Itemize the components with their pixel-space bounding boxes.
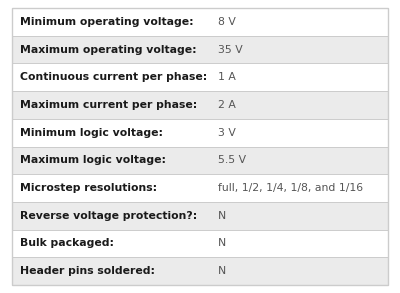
Text: Bulk packaged:: Bulk packaged: xyxy=(20,239,114,248)
Text: 2 A: 2 A xyxy=(218,100,236,110)
Bar xyxy=(12,119,388,146)
Text: Microstep resolutions:: Microstep resolutions: xyxy=(20,183,157,193)
Text: 1 A: 1 A xyxy=(218,72,236,82)
Text: Continuous current per phase:: Continuous current per phase: xyxy=(20,72,207,82)
Text: 3 V: 3 V xyxy=(218,128,236,138)
Bar xyxy=(12,146,388,174)
Bar xyxy=(12,8,388,36)
Bar xyxy=(12,202,388,230)
Bar xyxy=(12,230,388,257)
Text: Header pins soldered:: Header pins soldered: xyxy=(20,266,155,276)
Bar xyxy=(12,257,388,285)
Text: Minimum logic voltage:: Minimum logic voltage: xyxy=(20,128,163,138)
Text: Minimum operating voltage:: Minimum operating voltage: xyxy=(20,17,194,27)
Text: Maximum operating voltage:: Maximum operating voltage: xyxy=(20,45,197,54)
Text: N: N xyxy=(218,239,226,248)
Text: Reverse voltage protection?:: Reverse voltage protection?: xyxy=(20,211,197,221)
Bar xyxy=(12,91,388,119)
Text: Maximum logic voltage:: Maximum logic voltage: xyxy=(20,155,166,165)
Text: 8 V: 8 V xyxy=(218,17,236,27)
Bar xyxy=(12,63,388,91)
Bar xyxy=(12,174,388,202)
Text: 5.5 V: 5.5 V xyxy=(218,155,246,165)
Bar xyxy=(12,36,388,63)
Text: N: N xyxy=(218,266,226,276)
Text: full, 1/2, 1/4, 1/8, and 1/16: full, 1/2, 1/4, 1/8, and 1/16 xyxy=(218,183,363,193)
Text: N: N xyxy=(218,211,226,221)
Text: Maximum current per phase:: Maximum current per phase: xyxy=(20,100,197,110)
Text: 35 V: 35 V xyxy=(218,45,243,54)
